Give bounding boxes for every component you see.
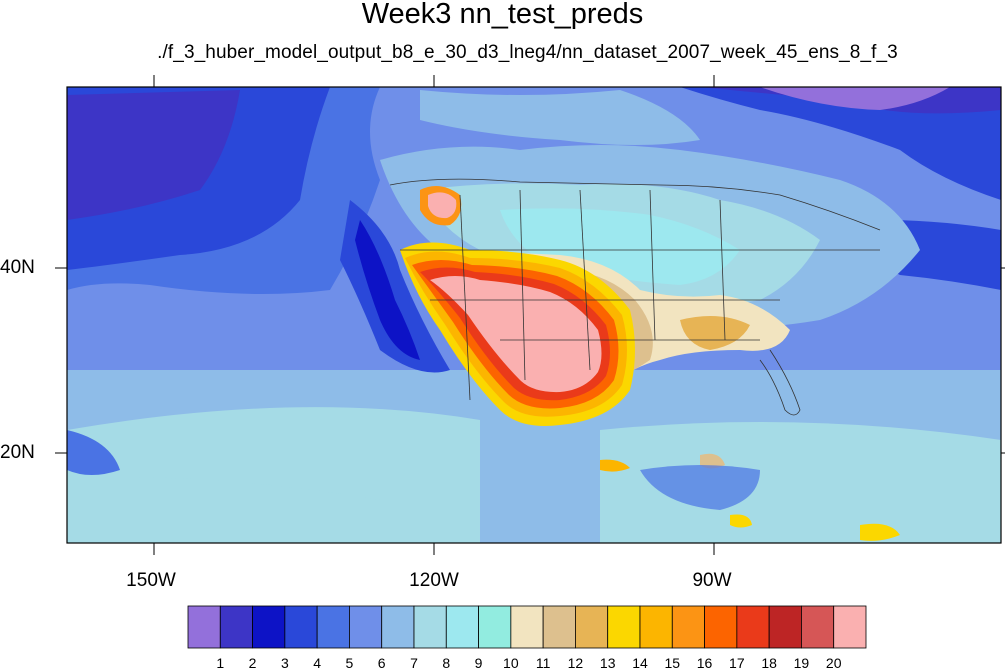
colorbar-label: 4 [313,655,322,671]
colorbar-swatch [413,605,447,649]
y-tick-20n: 20N [0,442,35,463]
colorbar-swatch [187,605,221,649]
map-frame [66,86,1002,544]
colorbar-swatch [575,605,609,649]
colorbar [187,605,867,649]
chart-subtitle: ./f_3_huber_model_output_b8_e_30_d3_lneg… [157,42,898,63]
colorbar-label: 3 [280,655,289,671]
colorbar-label: 12 [567,655,584,671]
colorbar-label: 20 [825,655,842,671]
colorbar-swatch [768,605,802,649]
colorbar-label: 11 [535,655,551,671]
colorbar-swatch [445,605,479,649]
colorbar-swatch [316,605,350,649]
colorbar-label: 18 [761,655,777,671]
colorbar-label: 7 [410,655,418,671]
x-tick-90w: 90W [692,570,732,591]
colorbar-label: 15 [664,655,681,671]
colorbar-swatch [510,605,544,649]
colorbar-label: 5 [345,655,354,671]
colorbar-swatch [801,605,835,649]
axis-ticks [55,75,1005,555]
colorbar-label: 16 [696,655,713,671]
colorbar-swatch [284,605,318,649]
colorbar-label: 13 [599,655,616,671]
x-tick-120w: 120W [409,570,459,591]
colorbar-swatch [349,605,383,649]
colorbar-swatch [833,605,867,649]
colorbar-label: 6 [377,655,386,671]
colorbar-label: 8 [442,655,451,671]
colorbar-swatch [671,605,705,649]
colorbar-swatch [639,605,673,649]
map-field [67,87,1001,543]
colorbar-label: 19 [793,655,810,671]
colorbar-label: 9 [474,655,483,671]
colorbar-swatch [252,605,286,649]
colorbar-swatch [736,605,770,649]
colorbar-label: 1 [216,655,225,671]
colorbar-label: 2 [248,655,257,671]
chart-title: Week3 nn_test_preds [361,0,644,30]
colorbar-swatch [381,605,415,649]
colorbar-swatch [704,605,738,649]
colorbar-swatch [542,605,576,649]
colorbar-label: 17 [729,655,745,671]
colorbar-label: 14 [632,655,648,671]
colorbar-swatch [607,605,641,649]
colorbar-swatch [219,605,253,649]
y-tick-40n: 40N [0,257,35,278]
x-tick-150w: 150W [126,570,176,591]
colorbar-label: 10 [503,655,519,671]
colorbar-swatch [478,605,512,649]
